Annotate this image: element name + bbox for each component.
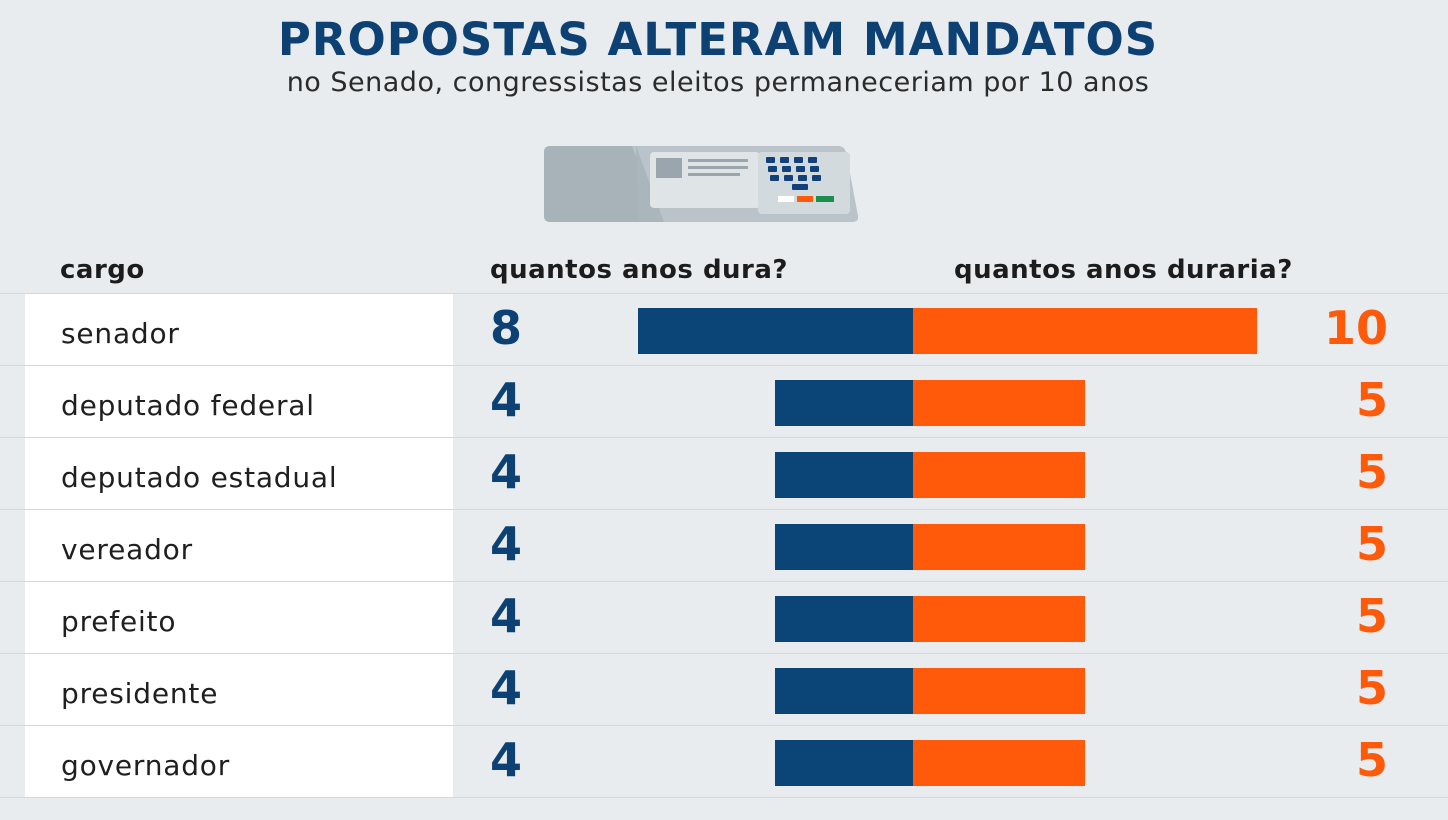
label-cell: deputado federal <box>25 366 453 437</box>
table-row: presidente 4 5 <box>0 653 1448 725</box>
proposed-bar <box>913 668 1085 714</box>
column-header-proposed: quantos anos duraria? <box>954 255 1293 285</box>
proposed-value-label: 5 <box>1355 445 1388 499</box>
current-bar <box>775 452 913 498</box>
table-row: senador 8 10 <box>0 293 1448 365</box>
chart-title: PROPOSTAS ALTERAM MANDATOS <box>277 13 1159 66</box>
proposed-value-label: 5 <box>1355 589 1388 643</box>
label-cell: vereador <box>25 510 453 581</box>
voting-machine-icon <box>544 146 858 222</box>
proposed-bar <box>913 308 1257 354</box>
label-cell: governador <box>25 726 453 797</box>
column-header-current: quantos anos dura? <box>490 255 789 285</box>
current-bar <box>775 668 913 714</box>
table-row: prefeito 4 5 <box>0 581 1448 653</box>
proposed-bar <box>913 596 1085 642</box>
category-label: presidente <box>61 677 219 710</box>
column-header-cargo: cargo <box>60 255 145 285</box>
category-label: governador <box>61 749 231 782</box>
proposed-value-label: 5 <box>1355 517 1388 571</box>
proposed-value-label: 5 <box>1355 661 1388 715</box>
current-value-label: 4 <box>490 733 523 787</box>
current-bar <box>775 380 913 426</box>
label-cell: prefeito <box>25 582 453 653</box>
category-label: deputado estadual <box>61 461 338 494</box>
current-value-label: 4 <box>490 517 523 571</box>
current-bar <box>775 596 913 642</box>
current-bar <box>775 740 913 786</box>
current-value-label: 4 <box>490 445 523 499</box>
table-row: deputado estadual 4 5 <box>0 437 1448 509</box>
current-value-label: 4 <box>490 661 523 715</box>
label-cell: senador <box>25 294 453 365</box>
proposed-bar <box>913 740 1085 786</box>
table-row: deputado federal 4 5 <box>0 365 1448 437</box>
category-label: deputado federal <box>61 389 315 422</box>
chart-rows: senador 8 10 deputado federal 4 5 deputado est… <box>0 293 1448 798</box>
current-bar <box>775 524 913 570</box>
table-row: vereador 4 5 <box>0 509 1448 581</box>
proposed-bar <box>913 524 1085 570</box>
category-label: prefeito <box>61 605 177 638</box>
proposed-bar <box>913 452 1085 498</box>
category-label: vereador <box>61 533 193 566</box>
current-value-label: 4 <box>490 373 523 427</box>
table-row: governador 4 5 <box>0 725 1448 798</box>
label-cell: deputado estadual <box>25 438 453 509</box>
current-value-label: 4 <box>490 589 523 643</box>
chart-subtitle: no Senado, congressistas eleitos permane… <box>286 67 1150 98</box>
proposed-value-label: 5 <box>1355 733 1388 787</box>
label-cell: presidente <box>25 654 453 725</box>
category-label: senador <box>61 317 180 350</box>
proposed-value-label: 10 <box>1323 301 1388 355</box>
proposed-value-label: 5 <box>1355 373 1388 427</box>
current-bar <box>637 308 913 354</box>
current-value-label: 8 <box>490 301 523 355</box>
proposed-bar <box>913 380 1085 426</box>
